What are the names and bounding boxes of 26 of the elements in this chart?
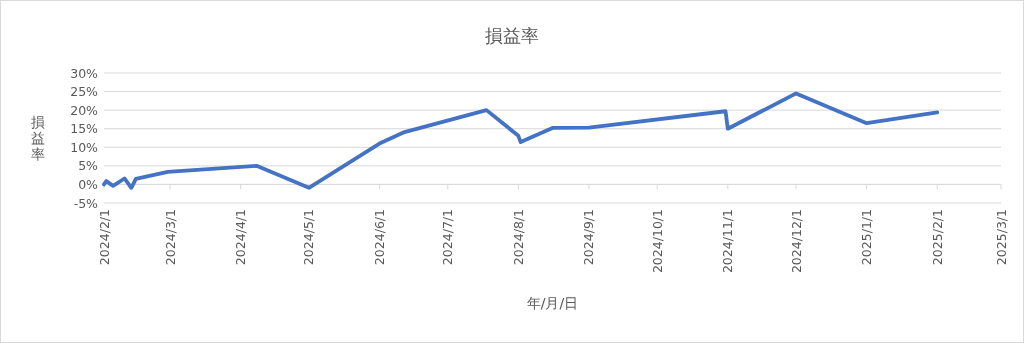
- x-tick-label: 2025/2/1: [929, 209, 945, 266]
- x-tick-label: 2024/8/1: [510, 209, 526, 266]
- x-tick-label: 2024/4/1: [233, 209, 249, 266]
- x-tick-label: 2024/11/1: [720, 209, 736, 274]
- y-axis-title: 損益率: [31, 114, 45, 162]
- y-tick-label: 25%: [70, 84, 99, 100]
- x-tick-label: 2024/12/1: [788, 209, 804, 274]
- y-tick-label: -5%: [73, 195, 99, 211]
- x-tick-label: 2024/5/1: [301, 209, 317, 266]
- x-tick-label: 2025/1/1: [859, 209, 875, 266]
- x-tick-label: 2024/10/1: [649, 209, 665, 274]
- line-series: [102, 91, 940, 190]
- y-tick-label: 15%: [70, 121, 99, 137]
- y-tick-label: 5%: [78, 158, 99, 174]
- y-tick-label: 0%: [78, 176, 99, 192]
- chart-title: 損益率: [485, 25, 539, 46]
- x-tick-label: 2024/7/1: [440, 209, 456, 266]
- x-tick-label: 2024/9/1: [581, 209, 597, 266]
- x-tick-label: 2024/2/1: [96, 209, 112, 266]
- x-tick-label: 2024/3/1: [162, 209, 178, 266]
- y-tick-label: 30%: [70, 65, 99, 81]
- y-tick-label: 10%: [70, 139, 99, 155]
- x-tick-label: 2025/3/1: [993, 209, 1009, 266]
- x-tick-label: 2024/6/1: [371, 209, 387, 266]
- x-axis-title: 年/月/日: [526, 295, 579, 311]
- y-tick-label: 20%: [70, 102, 99, 118]
